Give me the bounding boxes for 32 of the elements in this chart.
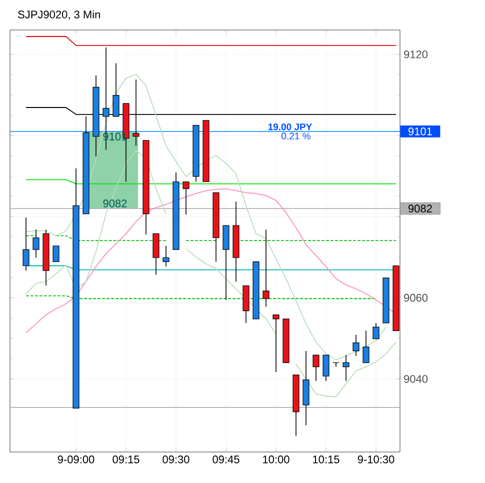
candlestick xyxy=(342,354,350,382)
x-tick-label: 9-10:30 xyxy=(358,456,394,464)
candlestick xyxy=(182,181,190,216)
candlestick xyxy=(372,322,380,340)
x-tick-label: 09:15 xyxy=(112,456,140,464)
text: 9101 xyxy=(408,128,432,136)
candlestick xyxy=(162,245,170,267)
chart-title: SJPJ9020, 3 Min xyxy=(18,10,100,20)
x-tick-label: 9-09:00 xyxy=(58,456,94,464)
y-tick-label: 9120 xyxy=(404,50,428,58)
candlestick xyxy=(222,225,230,300)
annotation: 0.21 % xyxy=(282,132,310,140)
x-tick-label: 09:45 xyxy=(212,456,240,464)
x-tick-label: 09:30 xyxy=(162,456,190,464)
y-tick-label: 9040 xyxy=(404,375,428,383)
candlestick xyxy=(352,334,360,356)
candlestick xyxy=(52,245,60,262)
annotation: 19.00 JPY xyxy=(268,124,312,130)
candlestick xyxy=(312,354,320,382)
x-tick-label: 10:15 xyxy=(313,456,340,464)
candlestick xyxy=(32,229,40,258)
x-tick-label: 10:00 xyxy=(263,456,290,464)
candlestick xyxy=(362,330,370,364)
annotation: 9082 xyxy=(103,200,127,208)
candlestick xyxy=(22,217,30,272)
text: 9082 xyxy=(408,204,432,212)
candlestick xyxy=(262,229,270,308)
candlestick xyxy=(332,362,340,368)
candlestick xyxy=(322,354,330,382)
candlestick xyxy=(272,314,280,372)
candlestick xyxy=(152,233,160,276)
y-tick-label: 9060 xyxy=(404,294,428,302)
